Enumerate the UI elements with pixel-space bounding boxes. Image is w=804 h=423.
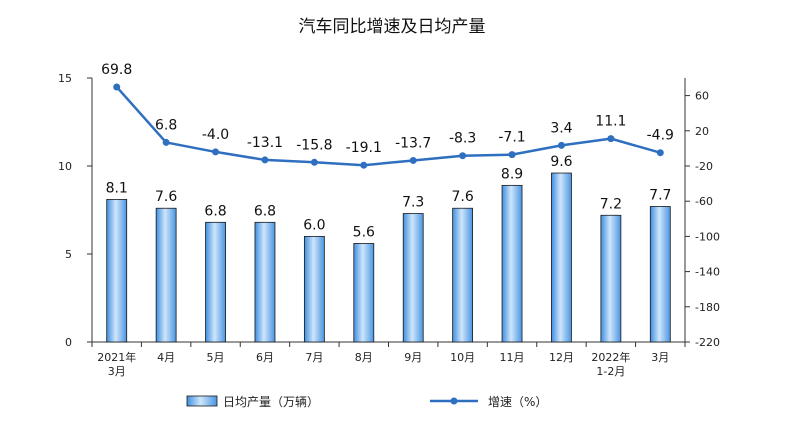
line-series	[113, 83, 664, 169]
line-point	[261, 156, 269, 164]
line-value-label: -15.8	[296, 137, 332, 153]
bar	[501, 184, 523, 343]
right-axis-tick-label: -220	[695, 336, 720, 349]
bar	[205, 221, 226, 343]
bar-value-label: 7.6	[451, 189, 473, 205]
category-label: 11月	[500, 351, 525, 364]
line-point	[409, 156, 417, 164]
bar	[303, 235, 325, 343]
line-point	[607, 135, 615, 143]
bar-value-label: 6.8	[254, 203, 276, 219]
bar	[452, 207, 474, 343]
growth-line	[115, 86, 661, 167]
bar	[353, 243, 375, 343]
category-label: 4月	[157, 351, 175, 364]
category-label: 2022年	[591, 350, 630, 364]
bar	[254, 221, 276, 343]
line-point	[360, 161, 368, 169]
bar-value-label: 5.6	[353, 224, 375, 240]
category-label: 12月	[549, 351, 574, 364]
line-value-label: 69.8	[101, 62, 132, 78]
left-axis-tick-label: 10	[58, 160, 72, 173]
line-value-label: -13.7	[395, 135, 431, 151]
bar-value-label: 7.3	[402, 195, 424, 211]
line-point	[508, 151, 516, 159]
category-label: 5月	[207, 351, 225, 364]
bar-value-label: 7.6	[155, 189, 177, 205]
legend-bar-label: 日均产量（万辆）	[223, 395, 319, 409]
category-label: 6月	[256, 351, 274, 364]
line-value-label: -19.1	[346, 140, 382, 156]
bar	[155, 207, 177, 343]
line-value-label: -13.1	[247, 135, 283, 151]
legend-line-label: 增速（%）	[488, 395, 547, 409]
bar	[551, 172, 572, 343]
left-axis-tick-label: 0	[65, 336, 72, 349]
bar	[402, 213, 424, 343]
bar-series	[106, 172, 671, 343]
line-value-label: 6.8	[155, 117, 177, 133]
line-point	[310, 158, 318, 166]
right-axis-tick-label: 60	[695, 90, 709, 103]
bar	[600, 214, 622, 343]
bar-value-label: 6.0	[303, 217, 325, 233]
left-axis-tick-label: 5	[65, 248, 72, 261]
bar-value-label: 7.2	[600, 196, 622, 212]
bar-value-label: 8.9	[501, 166, 523, 182]
bar-value-label: 6.8	[204, 203, 226, 219]
line-value-label: 11.1	[595, 114, 626, 130]
bar	[106, 199, 128, 343]
category-label: 3月	[108, 365, 126, 378]
right-axis-tick-label: -20	[695, 160, 713, 173]
line-point	[656, 149, 664, 157]
bar	[649, 206, 671, 343]
line-value-label: -8.3	[449, 131, 476, 147]
right-axis-tick-label: -60	[695, 195, 713, 208]
data-labels: 8.1 7.6 6.8 6.8 6.0 5.6 7.3 7.6 8.9 9.6 7.2 7.7 69.8…	[101, 62, 674, 240]
line-point	[557, 141, 565, 149]
category-label: 3月	[651, 351, 669, 364]
category-label: 8月	[355, 351, 373, 364]
right-axis-tick-label: -140	[695, 266, 720, 279]
axes: 0 5 10 15 60 20 -20 -60 -100 -140 -180 -220	[58, 72, 720, 349]
category-label: 9月	[404, 351, 422, 364]
line-point	[459, 152, 467, 160]
line-value-label: 3.4	[550, 120, 572, 136]
right-axis-tick-label: 20	[695, 125, 709, 138]
category-label: 10月	[450, 351, 475, 364]
category-label: 2021年	[97, 350, 136, 364]
right-axis-tick-label: -100	[695, 230, 720, 243]
left-axis-tick-label: 15	[58, 72, 72, 85]
bar-value-label: 7.7	[649, 187, 671, 203]
line-value-label: -4.9	[647, 128, 674, 144]
line-point	[113, 83, 121, 91]
line-point	[162, 138, 170, 146]
legend-line-marker	[450, 397, 458, 405]
line-value-label: -4.0	[202, 127, 229, 143]
legend-bar-swatch	[186, 395, 218, 407]
right-axis-tick-label: -180	[695, 301, 720, 314]
bar-value-label: 9.6	[550, 154, 572, 170]
line-value-label: -7.1	[498, 130, 525, 146]
legend: 日均产量（万辆） 增速（%）	[186, 395, 547, 409]
category-label: 1-2月	[596, 365, 625, 378]
chart-title: 汽车同比增速及日均产量	[299, 17, 486, 37]
bar-value-label: 8.1	[106, 180, 128, 196]
category-label: 7月	[305, 351, 323, 364]
line-point	[212, 148, 220, 156]
